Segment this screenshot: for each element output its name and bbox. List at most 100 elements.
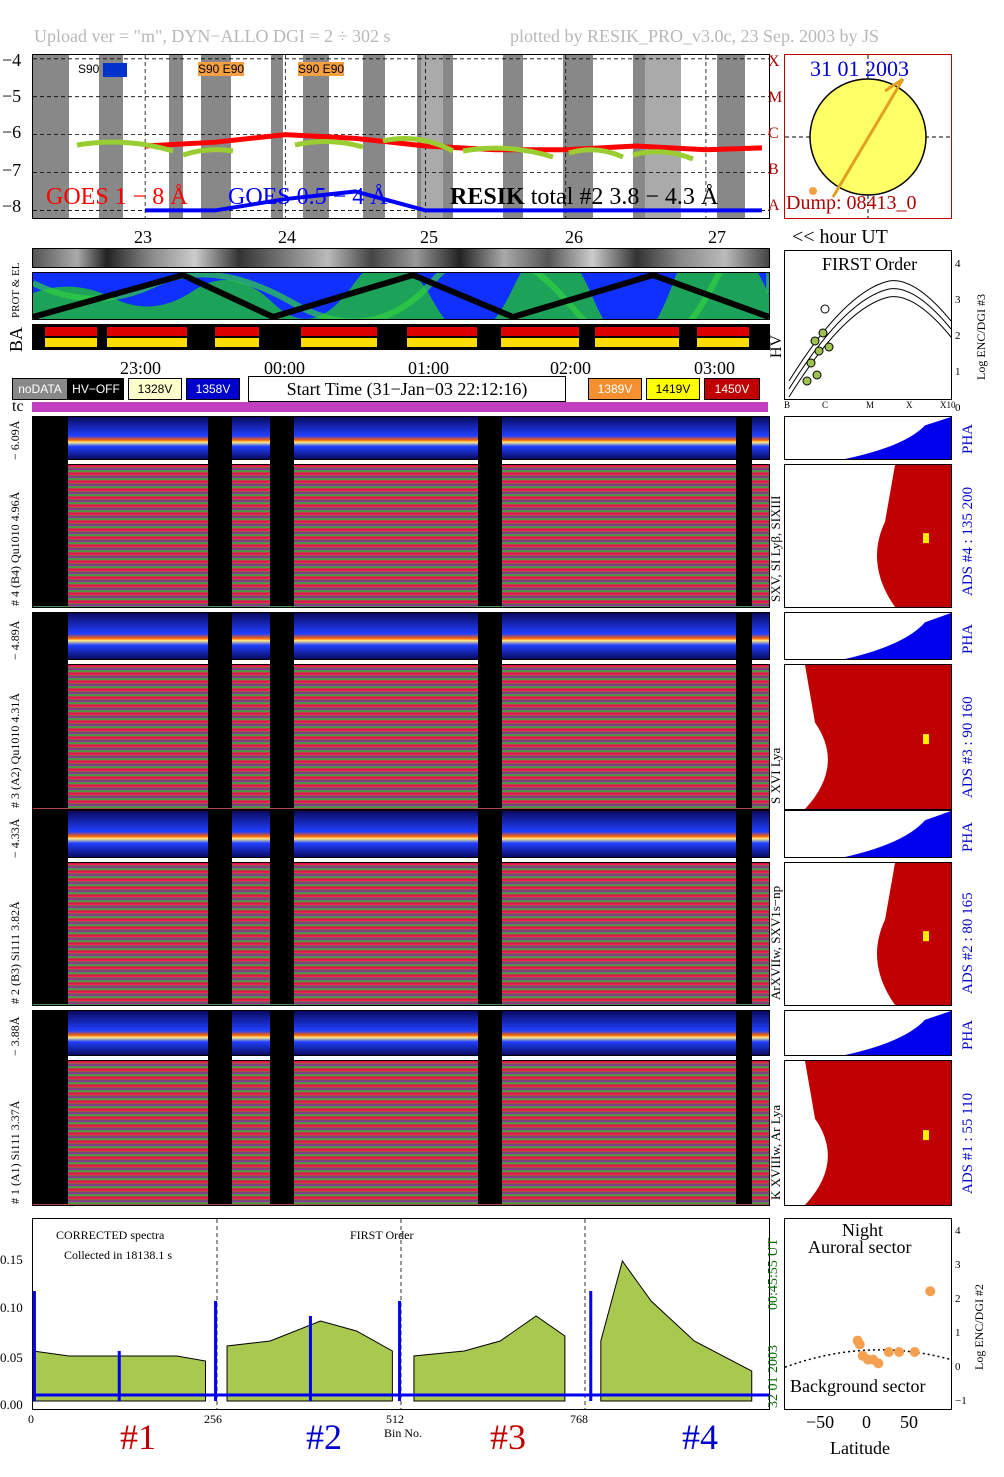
- spectrum-note-3: FIRST Order: [350, 1228, 414, 1242]
- goes-band: [363, 55, 385, 218]
- tc-label: tc: [12, 398, 24, 415]
- pha-strip: [32, 1010, 770, 1056]
- legend-resik-name: RESIK: [450, 184, 525, 210]
- spectrum-panel: [32, 1218, 770, 1410]
- line-label: S XVI Lya: [768, 747, 783, 804]
- legend-hvoff: HV−OFF: [68, 378, 124, 400]
- legend-1389v: 1389V: [588, 378, 642, 400]
- hour-tick: 23: [134, 227, 152, 247]
- spec-xtick: 512: [386, 1412, 404, 1426]
- raster-gap: [478, 612, 502, 808]
- legend-1328v: 1328V: [128, 378, 182, 400]
- lat-point: [873, 1358, 884, 1369]
- spec-xlabel: Bin No.: [384, 1426, 423, 1440]
- goes-band: [503, 55, 523, 218]
- ads-label: ADS #4 : 135 200: [960, 486, 976, 596]
- raster-gap: [478, 416, 502, 606]
- goes-series-line: [145, 132, 763, 153]
- class-b: B: [768, 161, 779, 178]
- lat-xtick: 0: [862, 1412, 871, 1432]
- time-tick: 03:00: [694, 358, 736, 378]
- ba-panel: [32, 324, 770, 350]
- s90-tag: S90: [78, 62, 127, 77]
- sun-disk-plot: [785, 55, 951, 218]
- raster-gap: [32, 612, 68, 808]
- lat-point: [854, 1339, 865, 1350]
- ads-label: ADS #2 : 80 165: [960, 892, 976, 994]
- goes-band: [33, 55, 69, 218]
- goes-ytick: −7: [2, 160, 22, 180]
- ads-side-panel: [784, 1060, 952, 1206]
- resik-segment: [76, 139, 174, 154]
- legend-1358v: 1358V: [186, 378, 240, 400]
- pha-side-panel: [784, 612, 952, 660]
- time-tick: 00:00: [264, 358, 306, 378]
- raster-gap: [208, 612, 232, 808]
- spec-ytick: 0.15: [0, 1252, 23, 1267]
- goes-band-light: [421, 55, 443, 218]
- pha-range-label: − 4.89Å: [8, 620, 22, 660]
- goes-band: [201, 55, 231, 218]
- legend-goes-short: GOES 0.5 − 4 Å: [228, 184, 388, 210]
- lat-yticks: 4 3 2 1 0 −1: [955, 1225, 967, 1407]
- spec-xtick: 0: [28, 1412, 34, 1426]
- latitude-panel: [784, 1218, 952, 1410]
- hour-tick: 26: [565, 227, 583, 247]
- spectrum-note-2: Collected in 18138.1 s: [64, 1248, 172, 1262]
- pha-label: PHA: [960, 423, 976, 454]
- header-left: Upload ver = "m", DYN−ALLO DGI = 2 ÷ 302…: [34, 26, 391, 46]
- latitude-plot: [784, 1286, 952, 1369]
- raster-gap: [736, 612, 752, 808]
- first-order-panel: [784, 250, 952, 400]
- legend-resik-rest: total #2 3.8 − 4.3 Å: [530, 184, 719, 210]
- spectrum-plot: [33, 1219, 769, 1409]
- header-right: plotted by RESIK_PRO_v3.0c, 23 Sep. 2003…: [510, 26, 880, 46]
- time-tick: 01:00: [408, 358, 450, 378]
- sun-dump: Dump: 08413_0: [786, 192, 917, 214]
- goes-class-labels: X M C B A: [768, 44, 782, 224]
- spec-ytick: 0.05: [0, 1350, 23, 1365]
- pha-strip: [32, 810, 770, 858]
- line-label: SXV, SI Lyβ, SIXIII: [768, 495, 783, 602]
- lat-point: [925, 1286, 936, 1297]
- goes-plot: [33, 55, 769, 218]
- channel-label: # 2 (B3) Si111 3.82Å: [8, 901, 22, 1004]
- resik-segment: [182, 147, 234, 158]
- row-label-ba: BA: [6, 326, 26, 352]
- goes-ytick: −5: [2, 86, 22, 106]
- goes-ytick: −4: [2, 50, 22, 70]
- row-label-prot: PROT & EL: [10, 262, 22, 318]
- resik-segment: [382, 136, 455, 154]
- prot-el-strip: [32, 248, 770, 268]
- channel-label-2: #2: [306, 1417, 342, 1457]
- ba-plot: [45, 327, 749, 347]
- channel-raster: [32, 862, 770, 1006]
- lat-xtick: 50: [900, 1412, 918, 1432]
- class-c: C: [768, 125, 779, 142]
- raster-gap: [208, 810, 232, 1004]
- resik-segment: [294, 138, 364, 150]
- class-a: A: [768, 197, 780, 214]
- ads-side-panel: [784, 664, 952, 810]
- goes-band: [99, 55, 123, 218]
- first-order-plot: [788, 280, 952, 398]
- ads-label: ADS #1 : 55 110: [960, 1092, 976, 1194]
- hour-tick: 25: [420, 227, 438, 247]
- first-order-ylabel: Log ENC/DGI #3: [974, 294, 988, 380]
- time-tick: 02:00: [550, 358, 592, 378]
- pha-side-panel: [784, 416, 952, 460]
- class-x: X: [768, 53, 780, 70]
- raster-gap: [736, 416, 752, 606]
- goes-band: [717, 55, 745, 218]
- goes-series-line: [145, 189, 762, 213]
- goes-panel: [32, 54, 770, 219]
- lat-boundary: [784, 1349, 952, 1368]
- lat-title-1: Night: [842, 1220, 884, 1240]
- goes-band: [563, 55, 593, 218]
- lat-xlabel: Latitude: [830, 1438, 890, 1458]
- goes-band-light: [645, 55, 681, 218]
- pha-label: PHA: [960, 623, 976, 654]
- channel-label: # 4 (B4) Qu1010 4.96Å: [8, 491, 22, 606]
- s90-tag: S90 E90: [198, 62, 245, 76]
